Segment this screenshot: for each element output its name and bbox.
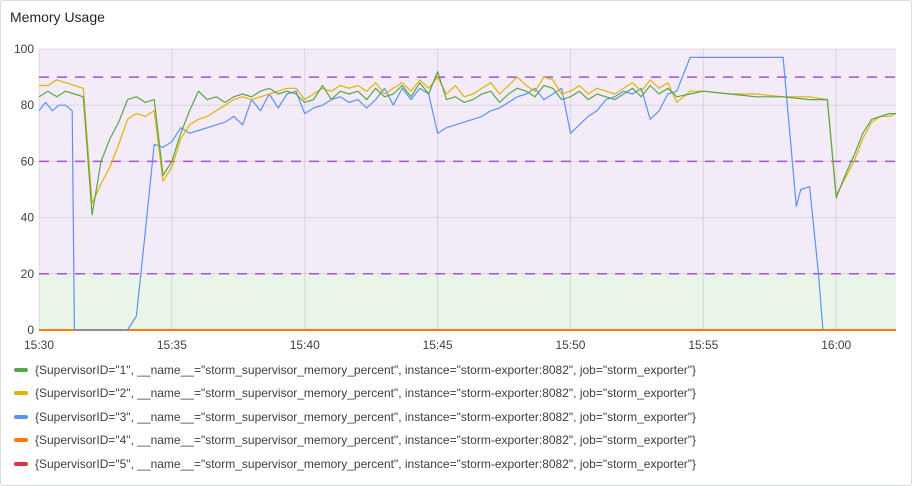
legend-swatch [14,391,28,396]
legend-item-3[interactable]: {SupervisorID="3", __name__="storm_super… [14,405,696,429]
legend-swatch [14,461,28,466]
x-tick-label: 15:30 [24,338,54,350]
legend-label: {SupervisorID="5", __name__="storm_super… [35,456,697,471]
threshold-band-0 [39,273,896,330]
y-tick-label: 100 [14,42,34,56]
series-line-3 [38,56,824,331]
x-tick-label: 15:45 [423,338,453,350]
legend-item-1[interactable]: {SupervisorID="1", __name__="storm_super… [14,358,696,382]
legend-label: {SupervisorID="3", __name__="storm_super… [35,409,697,424]
x-tick-label: 15:40 [290,338,320,350]
line-chart[interactable]: 0 20 40 60 80 100 15:30 15:35 15:40 15:45 15:50 15:… [0,0,912,350]
x-tick-label: 15:55 [688,338,718,350]
legend-item-4[interactable]: {SupervisorID="4", __name__="storm_super… [14,429,696,453]
x-tick-label: 15:35 [157,338,187,350]
legend-item-2[interactable]: {SupervisorID="2", __name__="storm_super… [14,382,696,406]
legend-label: {SupervisorID="4", __name__="storm_super… [35,433,697,448]
legend-label: {SupervisorID="2", __name__="storm_super… [35,386,697,401]
y-tick-label: 0 [27,323,34,337]
threshold-band-1 [39,49,896,274]
y-tick-label: 80 [21,98,35,112]
y-tick-label: 20 [21,267,35,281]
legend-label: {SupervisorID="1", __name__="storm_super… [35,362,697,377]
x-tick-label: 15:50 [555,338,585,350]
legend-item-5[interactable]: {SupervisorID="5", __name__="storm_super… [14,452,696,476]
y-tick-label: 60 [21,154,35,168]
legend-swatch [14,414,28,419]
legend-swatch [14,367,28,372]
x-tick-label: 16:00 [821,338,851,350]
chart-legend: {SupervisorID="1", __name__="storm_super… [14,358,696,476]
series-line-2 [39,76,897,205]
legend-swatch [14,438,28,443]
series-line-1 [38,70,896,216]
y-tick-label: 40 [21,211,35,225]
panel-title[interactable]: Memory Usage [10,9,105,25]
